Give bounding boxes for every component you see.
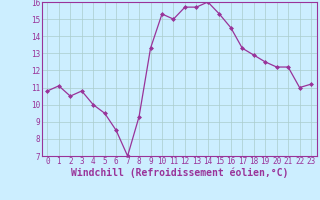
X-axis label: Windchill (Refroidissement éolien,°C): Windchill (Refroidissement éolien,°C) — [70, 168, 288, 178]
